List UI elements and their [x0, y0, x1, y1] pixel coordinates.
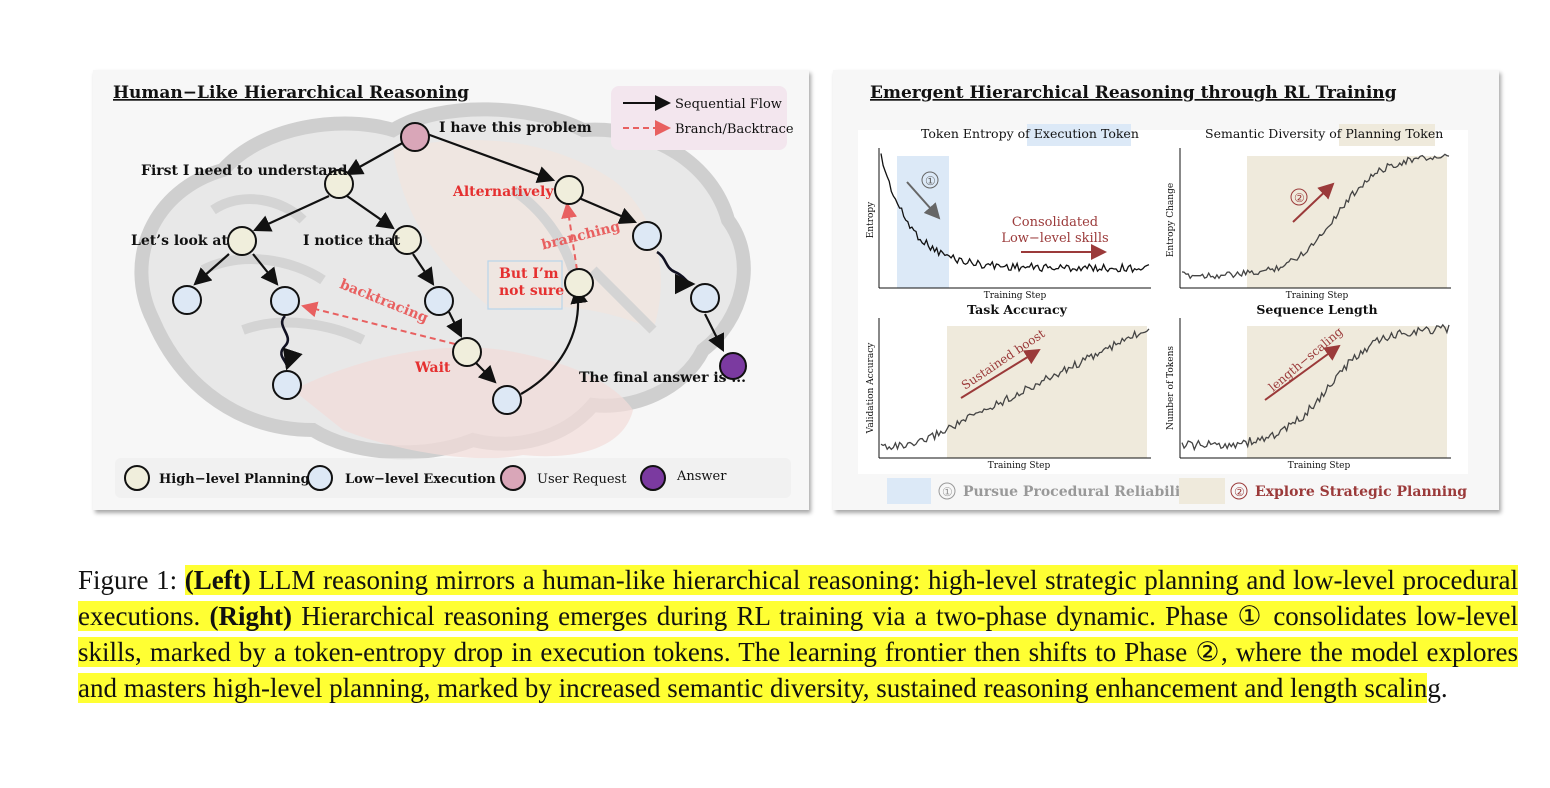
entropy-ylabel: Entropy — [866, 201, 876, 238]
phase1-label: Pursue Procedural Reliability — [963, 484, 1196, 500]
entropy-annotation-line1: Consolidated — [1012, 215, 1098, 230]
right-panel: Emergent Hierarchical Reasoning through … — [833, 70, 1499, 510]
node-execution — [492, 385, 522, 415]
label-notsure-line2: not sure — [499, 283, 564, 299]
not-sure-box — [487, 260, 563, 310]
label-understand: First I need to understand — [141, 163, 348, 179]
left-title: Human−Like Hierarchical Reasoning — [113, 83, 469, 103]
flow-legend: Sequential Flow Branch/Backtrace — [611, 86, 794, 150]
chart-entropy: Token Entropy of Execution Token ① Conso… — [866, 124, 1151, 301]
node-planning — [452, 337, 482, 367]
svg-text:Semantic Diversity of Planning: Semantic Diversity of Planning Token — [1205, 126, 1443, 141]
legend-answer: Answer — [676, 469, 727, 484]
phase-legend: ① Pursue Procedural Reliability ② Explor… — [887, 478, 1467, 504]
reasoning-tree-figure: Human−Like Hierarchical Reasoning Sequen… — [113, 83, 794, 498]
diversity-title-pre: Semantic Diversity of — [1205, 126, 1345, 141]
rl-training-figure: Emergent Hierarchical Reasoning through … — [858, 83, 1468, 504]
right-title: Emergent Hierarchical Reasoning through … — [870, 83, 1397, 103]
tree-nodes — [172, 122, 747, 415]
entropy-xlabel: Training Step — [984, 291, 1047, 301]
node-legend: High−level Planning Low−level Execution … — [115, 458, 791, 498]
phase2-label: Explore Strategic Planning — [1255, 484, 1467, 500]
chart-length: Sequence Length length−scaling Number of… — [1166, 302, 1451, 471]
legend-execution: Low−level Execution — [345, 472, 496, 487]
node-user-request — [400, 122, 430, 152]
diversity-title-hl: Planning Token — [1345, 126, 1443, 141]
node-execution — [632, 221, 662, 251]
legend-request: User Request — [537, 472, 627, 487]
node-planning — [554, 175, 584, 205]
diversity-ylabel: Entropy Change — [1166, 183, 1176, 257]
node-execution — [172, 285, 202, 315]
node-execution — [690, 283, 720, 313]
label-final: The final answer is ... — [579, 370, 746, 386]
tree-edges — [193, 132, 724, 395]
phase1-num: ① — [942, 485, 953, 499]
node-execution — [424, 286, 454, 316]
entropy-title-pre: Token Entropy of — [921, 126, 1034, 141]
label-notice: I notice that — [303, 233, 401, 249]
entropy-phase-mark: ① — [925, 174, 936, 188]
node-planning — [564, 268, 594, 298]
caption-sentence2: Hierarchical reasoning emerges during RL… — [78, 601, 1519, 703]
node-planning — [324, 169, 354, 199]
chart-diversity: Semantic Diversity of Planning Token ② E… — [1166, 124, 1451, 301]
node-execution — [270, 286, 300, 316]
length-xlabel: Training Step — [1288, 461, 1351, 471]
label-look: Let’s look at — [131, 233, 228, 249]
accuracy-ylabel: Validation Accuracy — [866, 342, 876, 435]
caption-prefix: Figure 1: — [78, 565, 185, 595]
phase2-num: ② — [1234, 485, 1245, 499]
brain-illustration — [134, 102, 751, 460]
chart-accuracy: Task Accuracy Sustained boost Validation… — [866, 302, 1151, 471]
caption-tail: g. — [1427, 673, 1448, 703]
label-wait: Wait — [414, 360, 451, 376]
caption-right-label: (Right) — [209, 601, 292, 631]
label-alternatively: Alternatively — [452, 184, 554, 200]
entropy-annotation-line2: Low−level skills — [1001, 231, 1108, 246]
node-execution — [272, 370, 302, 400]
entropy-title-hl: Execution Token — [1034, 126, 1139, 141]
node-planning — [227, 226, 257, 256]
figure-caption: Figure 1: (Left) LLM reasoning mirrors a… — [78, 562, 1519, 706]
label-problem: I have this problem — [439, 120, 592, 136]
legend-planning: High−level Planning — [159, 472, 310, 487]
diversity-phase-mark: ② — [1294, 191, 1305, 205]
legend-branch-label: Branch/Backtrace — [675, 122, 794, 137]
accuracy-xlabel: Training Step — [988, 461, 1051, 471]
caption-left-label: (Left) — [184, 565, 251, 595]
legend-sequential-label: Sequential Flow — [675, 97, 782, 112]
caption-sentence1: LLM reasoning mirrors a human-like hiera… — [78, 565, 1518, 631]
node-answer — [719, 352, 747, 380]
length-title: Sequence Length — [1256, 302, 1377, 317]
length-ylabel: Number of Tokens — [1166, 346, 1176, 430]
node-planning — [392, 225, 422, 255]
svg-text:Token Entropy of Execution Tok: Token Entropy of Execution Token — [921, 126, 1139, 141]
left-panel: Human−Like Hierarchical Reasoning Sequen… — [93, 70, 809, 510]
diversity-xlabel: Training Step — [1286, 291, 1349, 301]
label-notsure-line1: But I’m — [499, 266, 559, 282]
accuracy-title: Task Accuracy — [967, 302, 1068, 317]
